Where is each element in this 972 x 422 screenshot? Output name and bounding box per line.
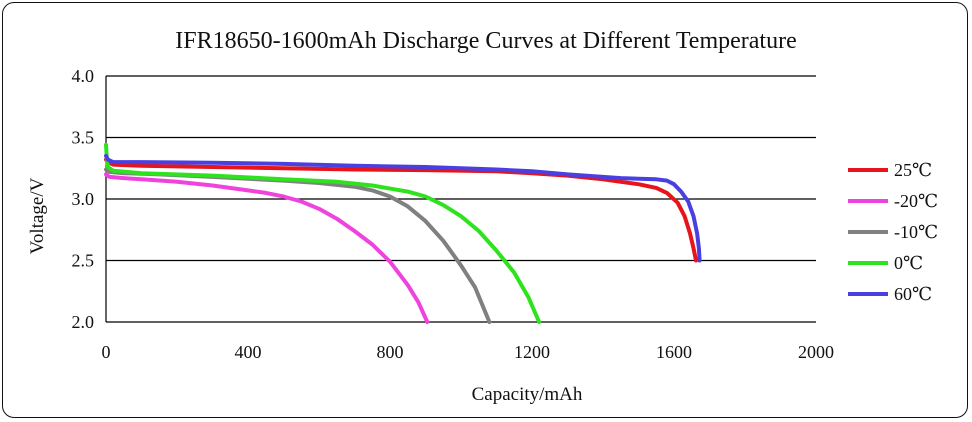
x-tick-label: 400 bbox=[235, 342, 262, 362]
series-line-1 bbox=[104, 172, 430, 324]
legend-label: -20℃ bbox=[894, 191, 938, 211]
x-tick-label: 800 bbox=[377, 342, 404, 362]
series-line-3 bbox=[104, 142, 542, 324]
y-tick-label: 4.0 bbox=[72, 66, 95, 86]
legend-label: 60℃ bbox=[894, 284, 932, 304]
chart-frame bbox=[2, 2, 968, 418]
x-axis-label: Capacity/mAh bbox=[472, 384, 583, 405]
series-line-4 bbox=[104, 153, 702, 263]
series-line-2 bbox=[104, 167, 492, 324]
chart-title: IFR18650-1600mAh Discharge Curves at Dif… bbox=[175, 28, 797, 54]
legend-label: -10℃ bbox=[894, 222, 938, 242]
y-axis-label: Voltage/V bbox=[27, 177, 48, 254]
y-tick-label: 2.0 bbox=[72, 312, 95, 332]
grid-lines bbox=[106, 75, 816, 323]
y-tick-label: 2.5 bbox=[72, 251, 95, 271]
y-tick-label: 3.5 bbox=[72, 128, 95, 148]
x-tick-labels: 0 400 800 1200 1600 2000 bbox=[102, 342, 835, 362]
series-lines bbox=[104, 142, 702, 324]
x-tick-label: 1600 bbox=[656, 342, 692, 362]
legend-label: 25℃ bbox=[894, 160, 932, 180]
legend: 25℃ -20℃ -10℃ 0℃ 60℃ bbox=[848, 160, 938, 304]
x-tick-label: 1200 bbox=[514, 342, 550, 362]
x-tick-label: 2000 bbox=[798, 342, 834, 362]
y-tick-labels: 2.0 2.5 3.0 3.5 4.0 bbox=[72, 66, 95, 332]
x-tick-label: 0 bbox=[102, 342, 111, 362]
y-tick-label: 3.0 bbox=[72, 189, 95, 209]
legend-label: 0℃ bbox=[894, 253, 923, 273]
